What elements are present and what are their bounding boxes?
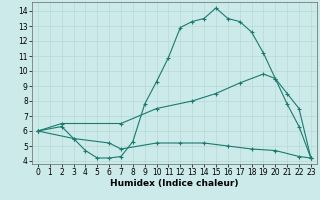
- X-axis label: Humidex (Indice chaleur): Humidex (Indice chaleur): [110, 179, 239, 188]
